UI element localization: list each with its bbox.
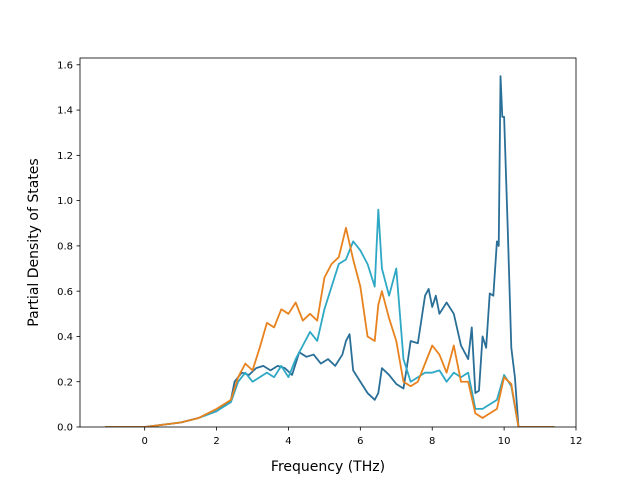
- y-tick-label: 0.6: [57, 287, 73, 298]
- y-tick-label: 1.6: [57, 60, 73, 71]
- x-tick-label: 6: [357, 436, 363, 447]
- y-tick-label: 0.2: [57, 377, 73, 388]
- y-tick-label: 1.2: [57, 151, 73, 162]
- y-tick-label: 1.4: [57, 106, 73, 117]
- x-tick-label: 10: [498, 436, 511, 447]
- x-tick-label: 2: [213, 436, 219, 447]
- y-tick-label: 1.0: [57, 196, 73, 207]
- plot-frame: [79, 57, 577, 428]
- y-tick-label: 0.0: [57, 423, 73, 434]
- x-tick-label: 12: [570, 436, 583, 447]
- y-axis-label: Partial Density of States: [26, 158, 42, 326]
- axes: 0 2 4 6 8 10 12 0.0 0.2 0.4 0.6 0.8 1.0 1.2 1.4 1.6: [57, 57, 583, 447]
- y-tick-label: 0.8: [57, 241, 73, 252]
- x-tick-label: 4: [285, 436, 291, 447]
- y-tick-label: 0.4: [57, 332, 73, 343]
- series-line-1: [105, 75, 555, 427]
- series-line-2: [105, 208, 555, 427]
- plot-area: [105, 75, 555, 427]
- series-line-3: [105, 226, 555, 427]
- x-tick-label: 0: [142, 436, 148, 447]
- x-tick-label: 8: [429, 436, 435, 447]
- x-axis-label: Frequency (THz): [271, 459, 385, 475]
